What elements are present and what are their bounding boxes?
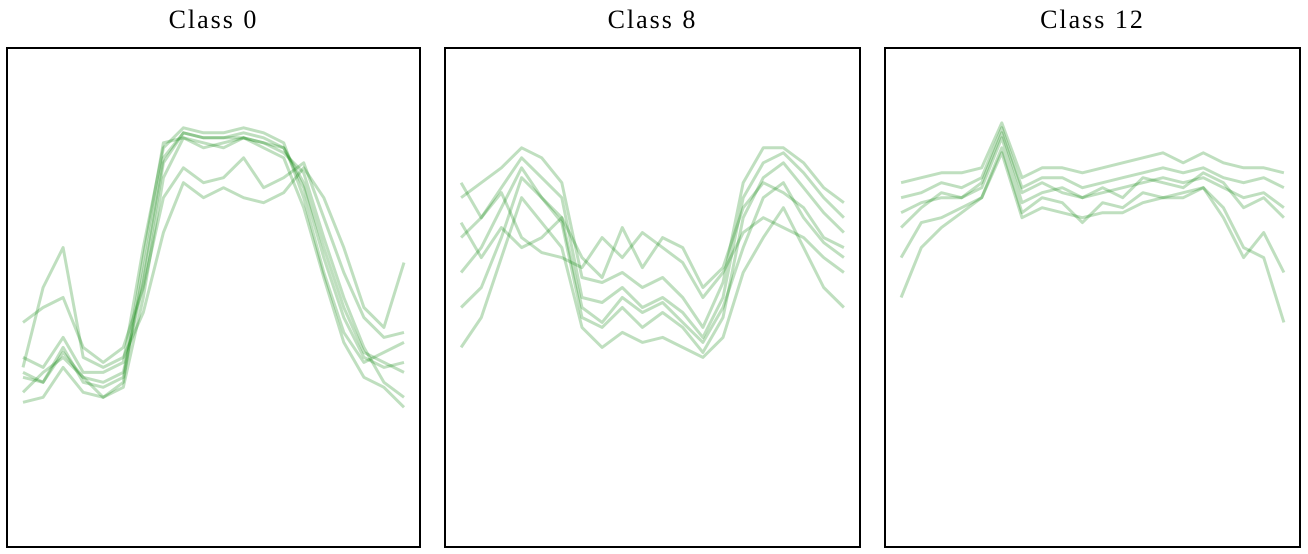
series-line [900, 136, 1285, 215]
series-line [900, 126, 1285, 200]
panel-frame [6, 47, 421, 548]
panel-title: Class 12 [1040, 5, 1145, 34]
panel-title: Class 8 [608, 5, 698, 34]
panel-frame [444, 47, 861, 548]
series-line [899, 151, 1286, 274]
series-line [21, 166, 406, 369]
series-line [460, 151, 845, 339]
series-line [459, 161, 845, 354]
series-line [899, 146, 1286, 323]
series-line [21, 136, 405, 399]
series-line [22, 131, 405, 384]
series-line [900, 121, 1285, 185]
series-line [460, 146, 845, 329]
series-line [22, 136, 406, 409]
panel-frame [884, 47, 1301, 548]
panel-title: Class 0 [169, 5, 259, 34]
series-line [900, 131, 1285, 229]
series-line [460, 176, 845, 344]
series-line [22, 126, 405, 374]
series-line [459, 196, 845, 359]
series-line [459, 181, 845, 289]
series-line [22, 131, 405, 389]
series-line [459, 181, 845, 299]
series-line [22, 156, 405, 364]
